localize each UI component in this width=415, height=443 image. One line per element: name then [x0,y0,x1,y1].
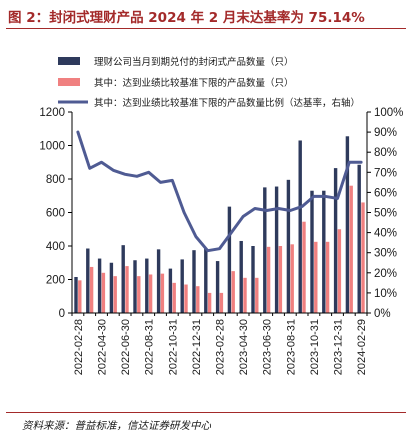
bar-total [168,268,173,313]
bar-met [148,274,153,313]
legend-label: 其中：达到业绩比较基准下限的产品数量（只） [94,77,294,89]
bar-total [322,190,326,313]
bar-total [310,190,314,313]
bar-met [349,185,353,313]
x-tick-label: 2022-10-31 [167,319,179,375]
bar-met [89,266,94,313]
legend: 理财公司当月到期兑付的封闭式产品数量（只） 其中：达到业绩比较基准下限的产品数量（… [58,56,360,109]
y-tick-label-right: 90% [374,127,397,139]
source-note: 资料来源：普益标准，信达证券研发中心 [22,420,211,432]
legend-swatch [58,78,80,86]
y-tick-label-right: 100% [374,107,403,119]
bar-total [74,276,78,313]
figure-title: 图 2：封闭式理财产品 2024 年 2 月末达基率为 75.14% [8,10,365,26]
bar-met [196,286,200,313]
y-tick-label-right: 80% [374,147,397,159]
x-tick-label: 2023-06-30 [262,319,274,375]
bar-total [357,164,361,313]
bar-total [133,260,137,313]
bar-met [125,266,129,313]
bar-met [207,292,212,313]
y-tick-label-right: 40% [374,228,397,240]
bar-layer [74,136,365,314]
bar-met [266,246,271,313]
y-tick-label-left: 600 [46,208,65,220]
y-tick-label-right: 0% [374,308,391,320]
bar-met [290,244,294,313]
bar-total [145,258,149,313]
x-tick-label: 2022-04-30 [97,319,109,375]
line-layer [76,130,363,253]
bar-total [204,248,208,313]
bar-met [337,229,342,313]
bar-total [97,258,102,313]
x-tick-label: 2022-02-28 [73,319,85,375]
axes: 0 200 400 600 800 1000 1200 0% 10% 20% 30% 40% 50% 60… [39,107,403,375]
legend-swatch [58,57,80,65]
title-rule [6,28,406,29]
x-tick-label: 2022-12-31 [191,319,203,375]
bar-total [227,206,232,313]
x-tick-label: 2023-12-31 [333,319,345,375]
x-tick-label: 2024-02-29 [356,319,368,375]
bar-met [160,273,165,313]
bar-total [180,259,184,313]
footer-rule [6,412,406,413]
bar-met [325,241,330,313]
bar-total [109,262,114,313]
bar-met [172,282,176,313]
y-tick-label-left: 200 [46,275,65,287]
y-tick-label-right: 30% [374,248,397,260]
bar-met [113,276,117,313]
bar-met [361,202,365,313]
bar-total [121,245,125,313]
y-tick-label-right: 70% [374,167,397,179]
y-tick-label-left: 800 [46,174,65,186]
bar-total [286,179,291,313]
legend-label: 理财公司当月到期兑付的封闭式产品数量（只） [94,56,294,68]
y-tick-label-right: 50% [374,208,397,220]
y-tick-label-left: 400 [46,241,65,253]
x-tick-label: 2023-04-30 [238,319,250,375]
bar-met [101,272,106,313]
y-tick-label-right: 10% [374,288,397,300]
bar-total [156,249,161,313]
y-tick-label-right: 60% [374,187,397,199]
y-tick-label-right: 20% [374,268,397,280]
y-tick-label-left: 0 [59,308,65,320]
x-tick-label: 2023-08-31 [285,319,297,375]
x-tick-label: 2023-02-28 [215,319,227,375]
bar-met [302,221,306,313]
bar-total [263,187,267,314]
bar-total [345,136,350,313]
bar-met [314,241,318,313]
legend-label: 其中：达到业绩比较基准下限的产品数量比例（达基率，右轴） [94,97,360,109]
bar-total [298,140,302,313]
bar-met [137,276,141,313]
y-tick-label-left: 1000 [39,141,65,153]
bar-met [219,292,224,313]
bar-total [215,261,220,313]
bar-total [333,168,338,313]
bar-total [86,248,90,313]
bar-met [78,280,82,313]
x-tick-label: 2022-06-30 [120,319,132,375]
bar-met [255,277,259,313]
bar-met [231,271,235,314]
bar-met [184,284,188,313]
bar-total [274,186,279,313]
bar-total [251,246,255,313]
x-tick-label: 2022-08-31 [144,319,156,375]
bar-met [278,246,283,313]
x-tick-label: 2023-10-31 [309,319,321,375]
series-line-ratio [76,130,363,253]
y-tick-label-left: 1200 [39,107,65,119]
bar-total [239,240,243,313]
bar-total [192,250,196,313]
bar-met [243,277,247,313]
